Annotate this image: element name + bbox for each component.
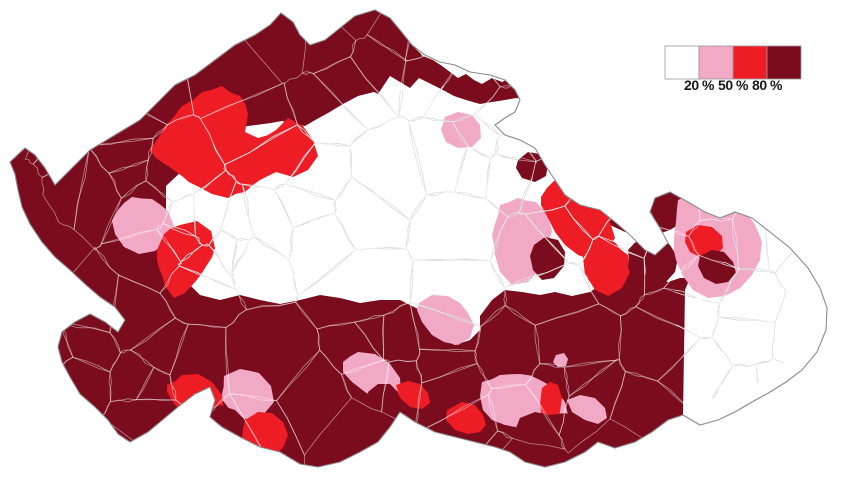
svg-text:20 %: 20 %	[684, 77, 715, 93]
svg-text:80 %: 80 %	[752, 77, 783, 93]
svg-text:50 %: 50 %	[718, 77, 749, 93]
